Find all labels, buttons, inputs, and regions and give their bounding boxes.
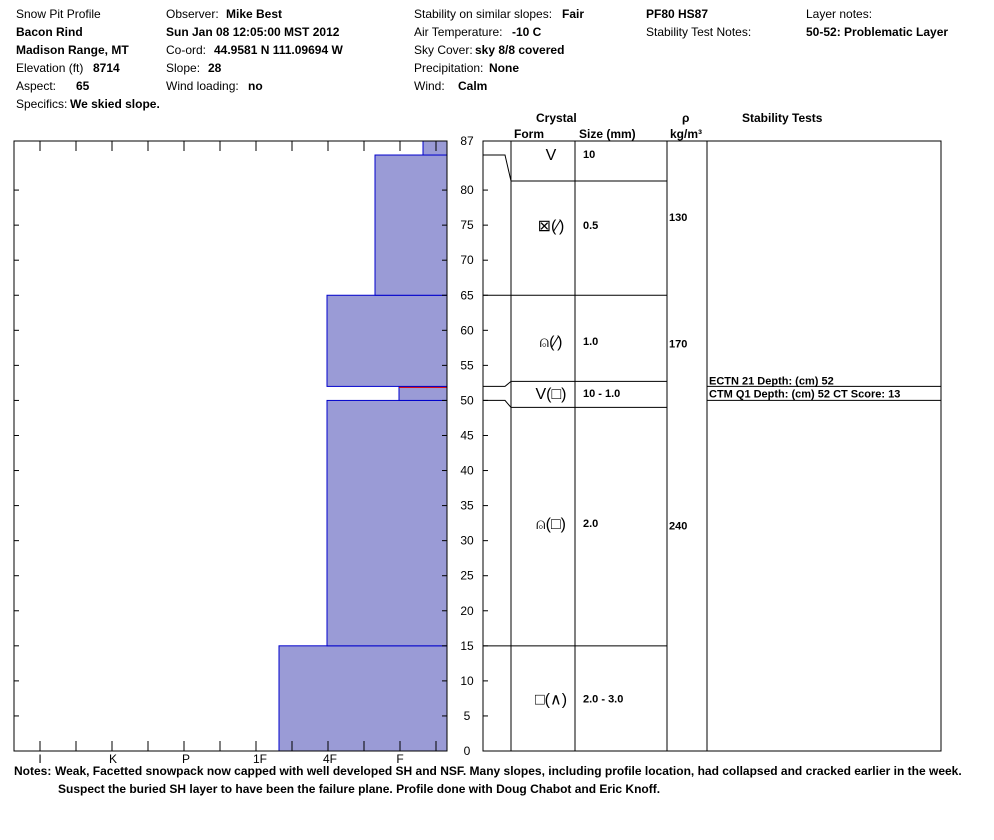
hardness-plot-frame [13,140,448,752]
stability-notes-label: Stability Test Notes: [646,25,752,39]
depth-tick-label: 70 [460,253,474,267]
sky-value: sky 8/8 covered [475,43,565,57]
form-header: Form [514,127,544,141]
notes-label: Notes: [14,764,52,778]
crystal-size-value: 1.0 [583,336,598,348]
hardness-bar [422,140,448,156]
notes-line-2: Suspect the buried SH layer to have been… [58,782,661,796]
depth-tick-label: 30 [460,534,474,548]
observer-label: Observer: [166,7,219,21]
layer-boundary [483,399,667,408]
hardness-tick-label: P [182,752,190,766]
aspect-value: 65 [76,79,90,93]
density-value: 240 [669,521,687,533]
slope-value: 28 [208,61,222,75]
crystal-form-symbol: □(∧) [535,691,567,708]
stability-tests-header: Stability Tests [742,111,823,125]
crystal-form-symbol: V(□) [536,386,567,403]
layer-notes-label: Layer notes: [806,7,873,21]
density-value: 130 [669,212,687,224]
elevation-label: Elevation (ft) [16,61,84,75]
depth-tick-label: 5 [464,709,471,723]
stability-test-text: CTM Q1 Depth: (cm) 52 CT Score: 13 [709,388,900,400]
stability-test-text: ECTN 21 Depth: (cm) 52 [709,375,834,387]
crystal-header: Crystal [536,111,577,125]
wind-value: Calm [458,79,488,93]
depth-tick-label: 0 [464,744,471,758]
layer-boundary [483,154,667,182]
range-name: Madison Range, MT [16,43,129,57]
notes-line-1: Weak, Facetted snowpack now capped with … [55,764,962,778]
wind-label: Wind: [414,79,445,93]
crystal-size-value: 0.5 [583,220,598,232]
wind-loading-label: Wind loading: [166,79,239,93]
crystal-size-value: 10 [583,149,595,161]
aspect-label: Aspect: [16,79,57,93]
stability-value: Fair [562,7,585,21]
hardness-tick-label: K [109,752,117,766]
location-name: Bacon Rind [16,25,83,39]
depth-tick-label: 15 [460,639,474,653]
crystal-form-symbol: ⊠(⁄) [538,218,565,235]
pf-hs-value: PF80 HS87 [646,7,709,21]
size-header: Size (mm) [579,127,636,141]
coord-label: Co-ord: [166,43,207,57]
rho-header: ρ [682,111,690,125]
depth-tick-label: 50 [460,393,474,407]
air-temp-label: Air Temperature: [414,25,503,39]
hardness-bar [278,645,448,752]
depth-tick-label: 65 [460,288,474,302]
wind-loading-value: no [248,79,263,93]
crystal-form-symbol: ⍝(⁄) [540,334,563,351]
specifics-label: Specifics: [16,97,68,111]
depth-tick-label: 25 [460,569,474,583]
coord-value: 44.9581 N 111.09694 W [214,43,343,57]
layer-notes-value: 50-52: Problematic Layer [806,25,949,39]
density-unit-header: kg/m³ [670,127,703,141]
depth-tick-label: 55 [460,358,474,372]
depth-tick-label: 45 [460,428,474,442]
hardness-bar [326,399,448,647]
observation-date: Sun Jan 08 12:05:00 MST 2012 [166,25,340,39]
elevation-value: 8714 [93,61,120,75]
crystal-size-value: 2.0 [583,518,598,530]
crystal-form-symbol: V [546,147,557,164]
stability-label: Stability on similar slopes: [414,7,553,21]
density-value: 170 [669,338,687,350]
hardness-bar [374,154,448,296]
hardness-tick-label: 1F [253,752,267,766]
specifics-value: We skied slope. [70,97,160,111]
crystal-size-value: 10 - 1.0 [583,388,620,400]
crystal-table-frame [482,140,942,752]
precip-label: Precipitation: [414,61,484,75]
observer-value: Mike Best [226,7,283,21]
depth-tick-label: 35 [460,499,474,513]
depth-tick-label: 10 [460,674,474,688]
precip-value: None [489,61,519,75]
hardness-bar [326,294,448,387]
page-title: Snow Pit Profile [16,7,101,21]
depth-tick-label: 87 [460,134,474,148]
hardness-tick-label: F [396,752,403,766]
layer-boundary [483,380,667,387]
depth-tick-label: 75 [460,218,474,232]
slope-label: Slope: [166,61,201,75]
depth-tick-label: 40 [460,464,474,478]
hardness-bar [398,385,448,401]
depth-tick-label: 80 [460,183,474,197]
sky-label: Sky Cover: [414,43,473,57]
air-temp-value: -10 C [512,25,542,39]
depth-tick-label: 20 [460,604,474,618]
crystal-size-value: 2.0 - 3.0 [583,693,623,705]
depth-tick-label: 60 [460,323,474,337]
crystal-form-symbol: ⍝(□) [536,516,566,533]
hardness-tick-label: I [38,752,41,766]
hardness-tick-label: 4F [323,752,337,766]
